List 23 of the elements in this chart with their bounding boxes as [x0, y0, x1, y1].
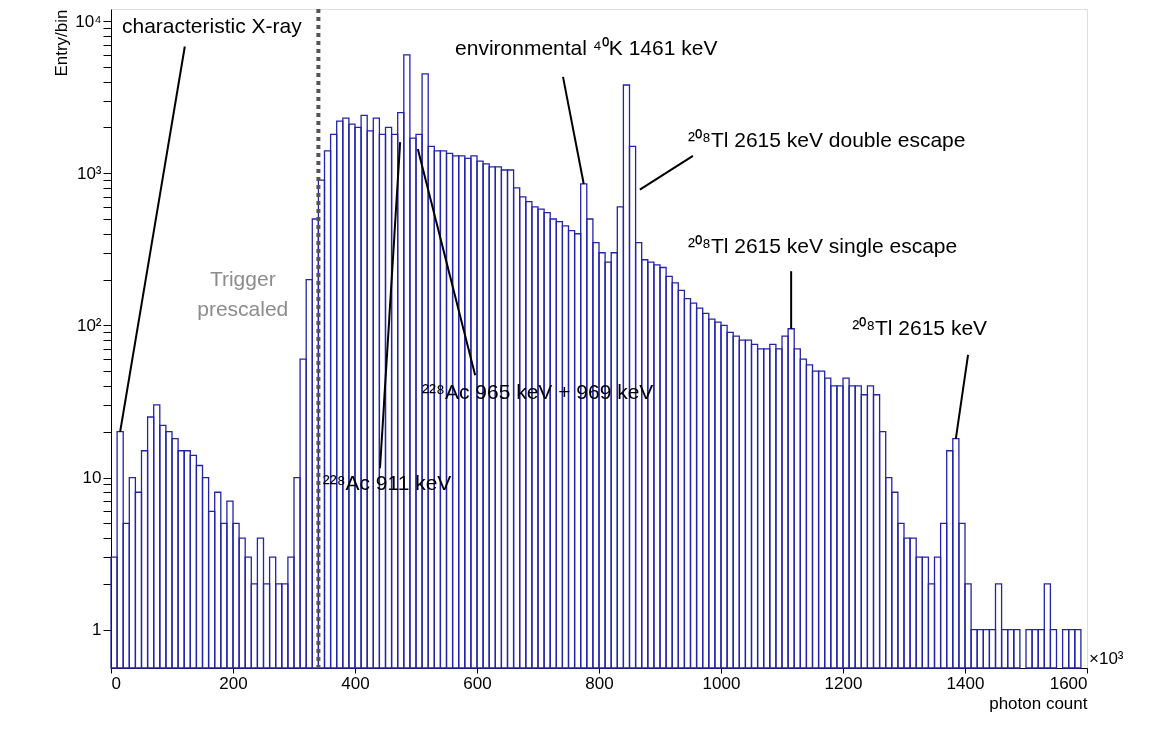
x-tick-label: 200 [219, 673, 248, 693]
y-tick-label: 10³ [76, 163, 102, 183]
y-tick-label: 10⁴ [75, 11, 102, 31]
x-tick-label: 400 [341, 673, 370, 693]
y-axis-title: Entry/bin [52, 9, 72, 77]
annotation: ²⁰⁸Tl 2615 keV single escape [688, 234, 958, 258]
x-tick-label: 600 [463, 673, 492, 693]
annotation: ²⁰⁸Tl 2615 keV double escape [688, 128, 966, 152]
x-tick-label: 1200 [824, 673, 863, 693]
x-tick-label: 1000 [702, 673, 741, 693]
annotation: environmental ⁴⁰K 1461 keV [455, 35, 718, 59]
y-tick-label: 1 [92, 620, 102, 640]
x-tick-label: 0 [111, 673, 121, 693]
annotation: ²⁰⁸Tl 2615 keV [852, 316, 988, 340]
x-tick-label: 800 [585, 673, 614, 693]
annotation: Trigger prescaled [197, 266, 289, 320]
y-tick-label: 10 [82, 468, 102, 488]
x-tick-label: 1600 [1049, 673, 1088, 693]
annotation: characteristic X-ray [121, 13, 303, 37]
y-tick-label: 10² [76, 315, 102, 335]
text: ×10³ [1089, 649, 1124, 668]
x-tick-label: 1400 [946, 673, 985, 693]
x-axis-title: photon count [989, 693, 1088, 713]
